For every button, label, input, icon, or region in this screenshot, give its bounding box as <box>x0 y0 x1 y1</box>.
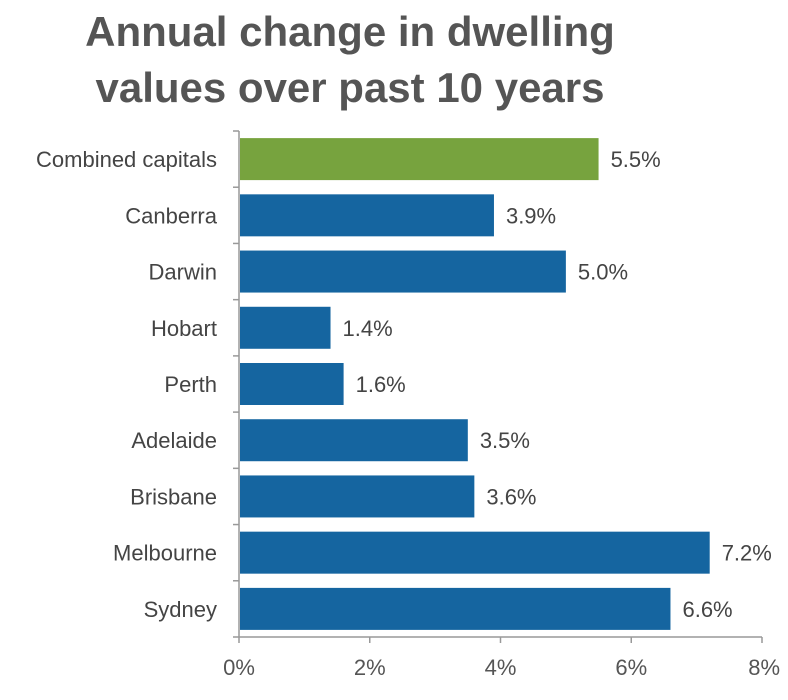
bar <box>240 250 566 293</box>
data-label: 5.0% <box>578 260 628 285</box>
category-label: Canberra <box>125 203 217 228</box>
chart-title-line-2: values over past 10 years <box>95 64 605 111</box>
bar <box>240 475 475 518</box>
category-label: Melbourne <box>113 541 217 566</box>
category-label: Combined capitals <box>36 147 217 172</box>
category-label: Darwin <box>149 260 217 285</box>
bar <box>240 419 468 462</box>
bar <box>240 194 494 237</box>
category-label: Perth <box>164 372 217 397</box>
data-label: 6.6% <box>682 597 732 622</box>
data-label: 3.9% <box>506 203 556 228</box>
chart-title-line-1: Annual change in dwelling <box>85 8 615 55</box>
bar <box>240 138 599 181</box>
category-label: Hobart <box>151 316 217 341</box>
chart-title: Annual change in dwelling values over pa… <box>0 4 700 116</box>
x-tick-label: 0% <box>223 655 255 680</box>
data-label: 1.4% <box>343 316 393 341</box>
bar <box>240 531 710 574</box>
bar <box>240 363 344 405</box>
category-label: Adelaide <box>131 428 217 453</box>
x-tick-label: 6% <box>615 655 647 680</box>
data-label: 5.5% <box>611 147 661 172</box>
x-tick-label: 2% <box>354 655 386 680</box>
data-label: 3.6% <box>486 484 536 509</box>
bar <box>240 306 331 349</box>
x-tick-label: 8% <box>748 655 780 680</box>
data-label: 3.5% <box>480 428 530 453</box>
data-label: 1.6% <box>356 372 406 397</box>
category-label: Brisbane <box>130 484 217 509</box>
x-tick-label: 4% <box>485 655 517 680</box>
data-label: 7.2% <box>722 541 772 566</box>
bar <box>240 587 671 630</box>
category-label: Sydney <box>144 597 217 622</box>
